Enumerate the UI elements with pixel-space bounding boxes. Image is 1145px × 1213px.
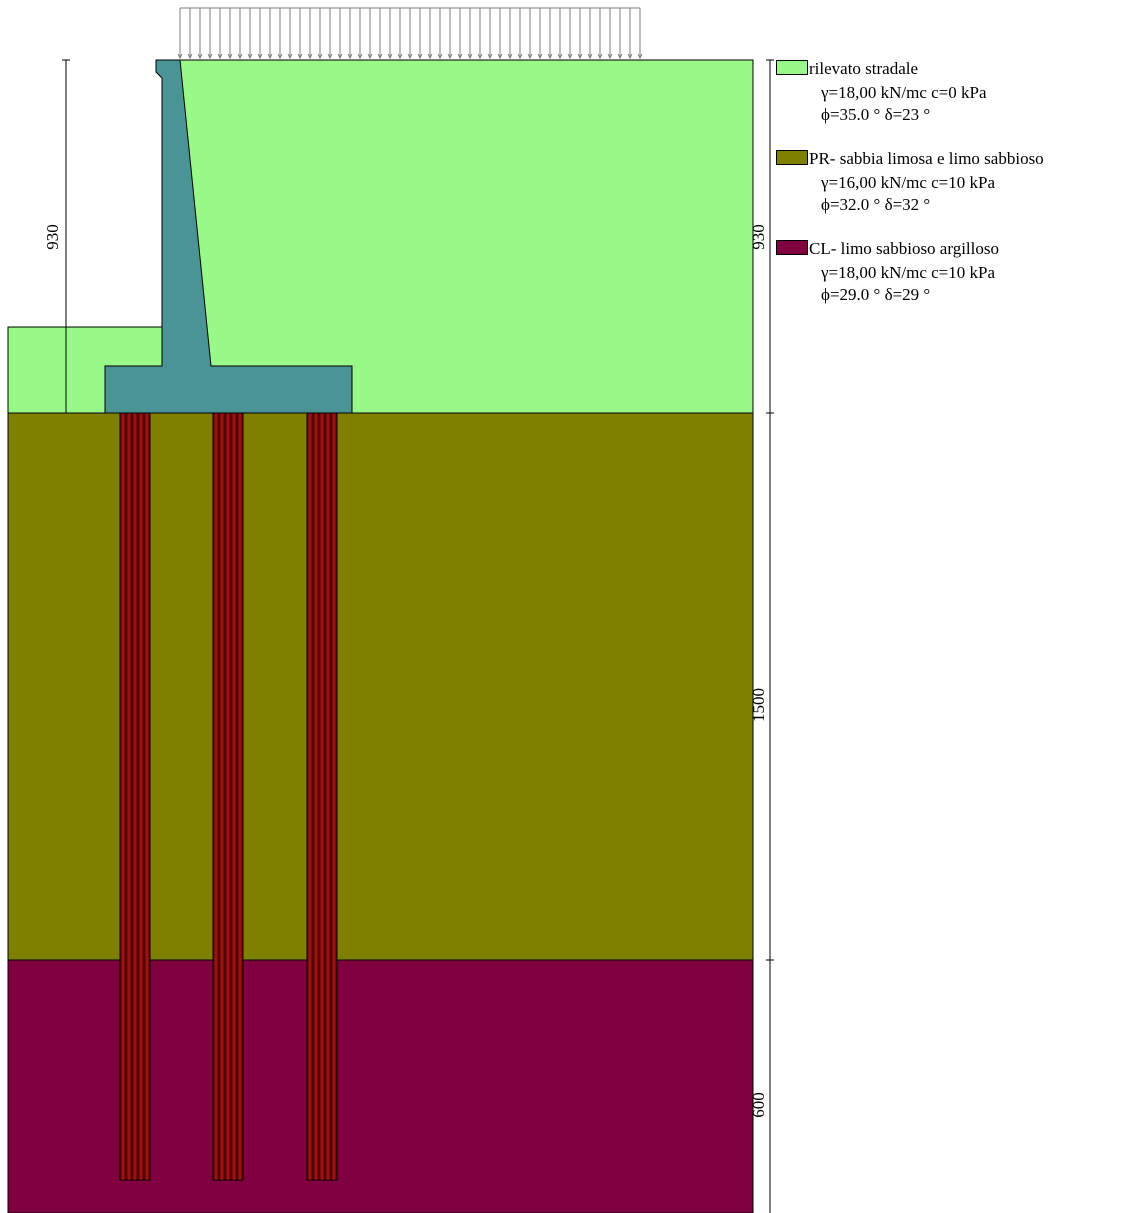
load-arrow-head <box>267 53 273 60</box>
distributed-load <box>177 7 643 60</box>
load-arrow-head <box>587 53 593 60</box>
layer-rilevato-back <box>177 59 754 414</box>
load-arrow-head <box>397 53 403 60</box>
load-arrow-head <box>307 53 313 60</box>
load-arrow-head <box>437 53 443 60</box>
legend-swatch <box>776 60 808 75</box>
legend-angles: ϕ=35.0 ° δ=23 ° <box>821 105 931 124</box>
load-arrow-head <box>547 53 553 60</box>
legend-item-pr: PR- sabbia limosa e limo sabbioso γ=16,0… <box>776 148 1145 238</box>
load-arrow-head <box>187 53 193 60</box>
load-arrow-head <box>487 53 493 60</box>
load-arrow-head <box>197 53 203 60</box>
load-arrow-head <box>377 53 383 60</box>
load-arrow-head <box>287 53 293 60</box>
load-arrow-head <box>627 53 633 60</box>
load-arrow-head <box>467 53 473 60</box>
legend-angles: ϕ=32.0 ° δ=32 ° <box>821 195 931 214</box>
load-arrow-head <box>427 53 433 60</box>
dimension-left: 930 <box>43 59 70 414</box>
legend-layer-name: PR- sabbia limosa e limo sabbioso <box>809 149 1044 168</box>
load-arrow-head <box>297 53 303 60</box>
load-arrow-head <box>527 53 533 60</box>
load-arrow-head <box>327 53 333 60</box>
load-arrow-head <box>597 53 603 60</box>
dimension-right-bottom-label: 600 <box>749 1092 768 1118</box>
load-arrow-head <box>257 53 263 60</box>
legend-item-cl: CL- limo sabbioso argilloso γ=18,00 kN/m… <box>776 238 1145 328</box>
load-arrow-head <box>607 53 613 60</box>
load-arrow-head <box>637 53 643 60</box>
pile <box>212 412 244 1181</box>
load-arrow-head <box>317 53 323 60</box>
load-arrow-head <box>227 53 233 60</box>
load-arrow-head <box>517 53 523 60</box>
retaining-wall <box>104 59 353 414</box>
load-arrow-head <box>507 53 513 60</box>
load-arrow-head <box>477 53 483 60</box>
load-arrow-head <box>337 53 343 60</box>
piles <box>119 412 338 1181</box>
pile <box>306 412 338 1181</box>
load-arrow-head <box>237 53 243 60</box>
legend: rilevato stradale γ=18,00 kN/mc c=0 kPa … <box>776 58 1145 328</box>
load-arrow-head <box>417 53 423 60</box>
legend-layer-name: CL- limo sabbioso argilloso <box>809 239 999 258</box>
legend-gamma: γ=16,00 kN/mc c=10 kPa <box>821 173 996 192</box>
load-arrow-head <box>357 53 363 60</box>
load-arrow-head <box>407 53 413 60</box>
dimension-right-top-label: 930 <box>749 224 768 250</box>
legend-angles: ϕ=29.0 ° δ=29 ° <box>821 285 931 304</box>
load-arrow-head <box>617 53 623 60</box>
dimension-left-label: 930 <box>43 224 62 250</box>
load-arrow-head <box>207 53 213 60</box>
legend-layer-name: rilevato stradale <box>809 59 919 78</box>
load-arrow-head <box>497 53 503 60</box>
legend-gamma: γ=18,00 kN/mc c=0 kPa <box>821 83 987 102</box>
load-arrow-head <box>277 53 283 60</box>
load-arrow-head <box>567 53 573 60</box>
pile <box>119 412 151 1181</box>
load-arrow-head <box>217 53 223 60</box>
load-arrow-head <box>537 53 543 60</box>
load-arrow-head <box>347 53 353 60</box>
load-arrow-head <box>557 53 563 60</box>
load-arrow-head <box>247 53 253 60</box>
dimension-right: 930 1500 600 <box>749 59 774 1213</box>
legend-swatch <box>776 240 808 255</box>
load-arrow-head <box>387 53 393 60</box>
legend-swatch <box>776 150 808 165</box>
legend-item-rilevato: rilevato stradale γ=18,00 kN/mc c=0 kPa … <box>776 58 1145 148</box>
load-arrow-head <box>577 53 583 60</box>
load-arrow-head <box>447 53 453 60</box>
legend-gamma: γ=18,00 kN/mc c=10 kPa <box>821 263 996 282</box>
dimension-right-middle-label: 1500 <box>749 688 768 722</box>
load-arrow-head <box>177 53 183 60</box>
load-arrow-head <box>457 53 463 60</box>
load-arrow-head <box>367 53 373 60</box>
